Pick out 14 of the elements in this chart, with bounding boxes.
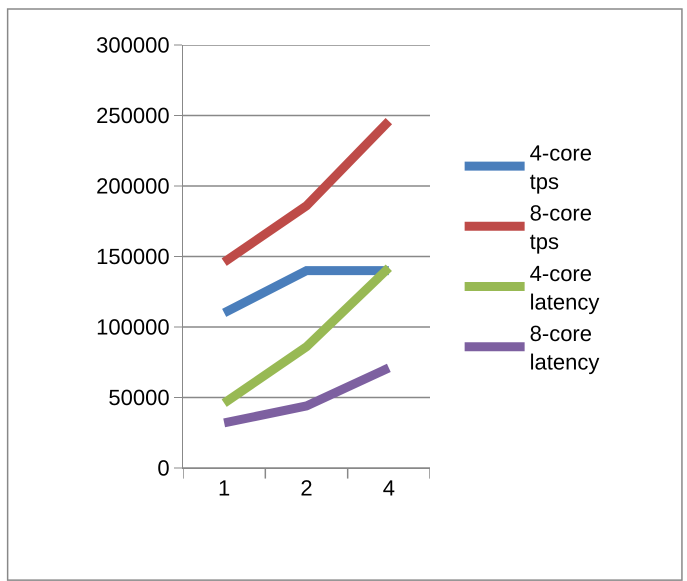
x-tick-label: 4 (382, 475, 395, 500)
y-tick-label: 100000 (96, 314, 170, 340)
y-tick-label: 150000 (96, 244, 170, 270)
legend-label: 4-core latency (530, 260, 600, 314)
y-tick-label: 300000 (96, 32, 170, 58)
legend-label: 8-core tps (530, 200, 592, 254)
legend-label: 4-core tps (530, 140, 592, 194)
x-tick-label: 2 (300, 475, 313, 500)
y-tick-label: 250000 (96, 103, 170, 128)
y-tick-label: 0 (157, 456, 170, 481)
y-tick-label: 50000 (108, 385, 170, 410)
legend-label: 8-core latency (530, 320, 600, 375)
y-tick-label: 200000 (96, 174, 170, 199)
x-tick-label: 1 (218, 475, 230, 500)
